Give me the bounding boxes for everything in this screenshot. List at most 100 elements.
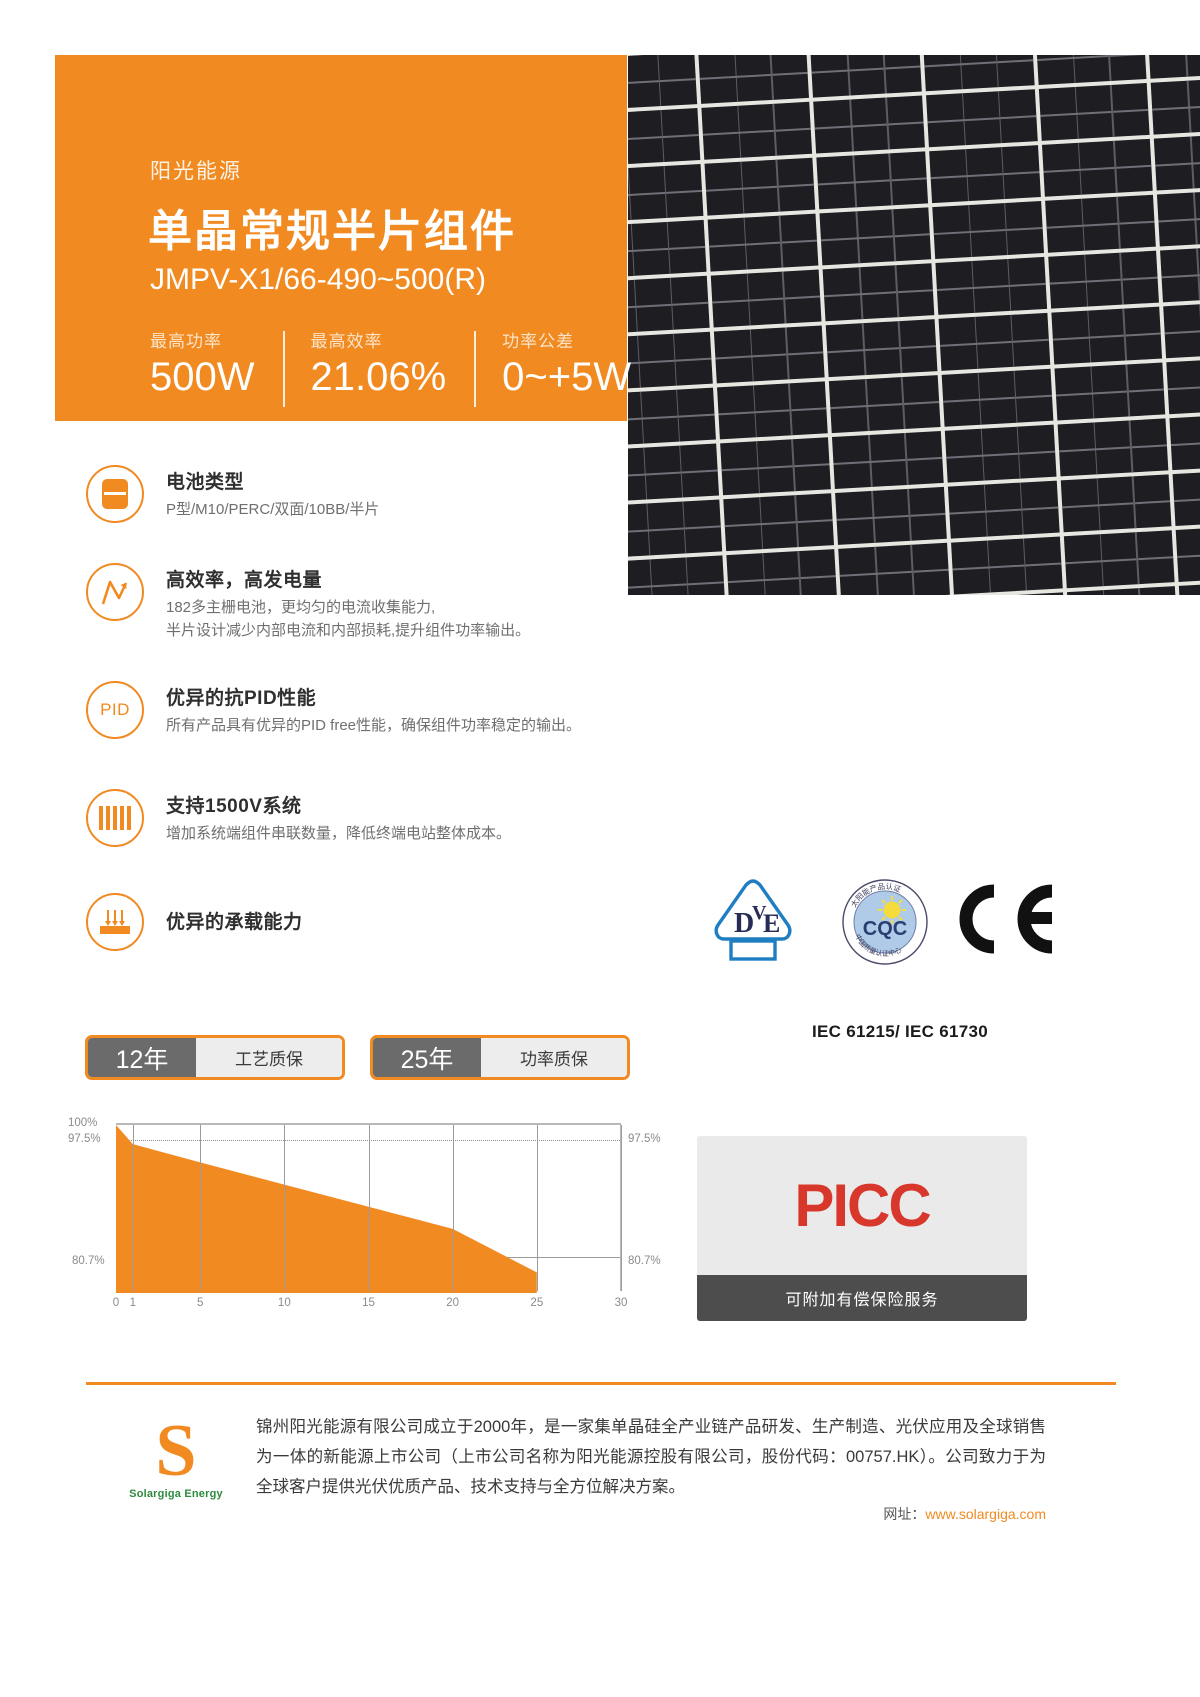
solar-cell <box>697 55 810 104</box>
feature-title: 电池类型 <box>166 472 245 493</box>
feature-list: 电池类型 P型/M10/PERC/双面/10BB/半片 高效率，高发电量 182… <box>86 465 686 977</box>
degradation-area <box>116 1125 537 1293</box>
solar-cell <box>710 269 822 328</box>
company-description: 锦州阳光能源有限公司成立于2000年，是一家集单晶硅全产业链产品研发、生产制造、… <box>256 1418 1046 1497</box>
solar-cell <box>1057 418 1169 477</box>
spec-label: 最高效率 <box>310 332 383 351</box>
chart-plot-area <box>116 1123 622 1293</box>
x-tick-label: 20 <box>446 1297 460 1309</box>
spec-power-tolerance: 功率公差 0~+5W <box>474 327 659 407</box>
solar-cell <box>926 89 1038 148</box>
feature-title: 支持1500V系统 <box>166 796 302 817</box>
chart-gridline <box>132 1125 134 1291</box>
spec-value: 21.06% <box>310 355 447 399</box>
warranty-label: 工艺质保 <box>196 1038 342 1077</box>
solar-cell <box>1063 530 1175 589</box>
solar-cell <box>819 207 932 266</box>
certification-logos: D V E CQC 太阳能产品认证 <box>700 875 1100 970</box>
y-tick-label-right: 80.7% <box>628 1255 661 1267</box>
feature-item: PID 优异的抗PID性能 所有产品具有优异的PID free性能，确保组件功率… <box>86 681 686 783</box>
degradation-fill <box>116 1125 537 1293</box>
website-label: 网址： <box>883 1506 926 1522</box>
efficiency-arrow-icon-svg <box>101 580 128 605</box>
spec-label: 功率公差 <box>502 332 575 351</box>
power-degradation-chart: 100% 97.5% 80.7% 97.5% 80.7% 0 1 5 10 15 20 25… <box>68 1115 678 1330</box>
feature-desc: 所有产品具有优异的PID free性能，确保组件功率稳定的输出。 <box>166 717 582 734</box>
solar-cell <box>1066 586 1179 595</box>
solar-cell <box>722 493 835 552</box>
solar-cell <box>826 319 938 378</box>
solar-cell <box>813 95 925 154</box>
hero-section: 阳光能源 单晶常规半片组件 JMPV-X1/66-490~500(R) 最高功率… <box>0 0 1200 600</box>
solar-panel-photo <box>628 55 1200 595</box>
solar-cell <box>938 312 1050 371</box>
solar-cell <box>822 263 935 322</box>
battery-icon <box>86 465 144 523</box>
solar-cell <box>1041 138 1154 197</box>
x-tick-label: 10 <box>277 1297 291 1309</box>
chart-gridline <box>200 1125 202 1291</box>
x-tick-label: 5 <box>196 1297 204 1309</box>
hero-orange-panel: 阳光能源 单晶常规半片组件 JMPV-X1/66-490~500(R) 最高功率… <box>55 55 631 421</box>
feature-desc: 增加系统端组件串联数量，降低终端电站整体成本。 <box>166 825 512 842</box>
solar-cell <box>701 101 813 160</box>
warranty-years: 12年 <box>88 1038 196 1077</box>
brand-name: 阳光能源 <box>150 160 242 183</box>
y-tick-label: 80.7% <box>72 1255 105 1267</box>
website-line: 网址：www.solargiga.com <box>646 1504 1046 1524</box>
feature-title: 优异的承载能力 <box>166 912 303 933</box>
chart-gridline <box>536 1125 538 1291</box>
solar-cell <box>1157 188 1200 247</box>
gridline-975 <box>116 1140 620 1141</box>
solar-cell <box>1035 55 1147 85</box>
feature-title: 高效率，高发电量 <box>166 570 323 591</box>
y-tick-label: 97.5% <box>68 1133 101 1145</box>
chart-gridline <box>621 1125 622 1291</box>
chart-x-axis: 0 1 5 10 15 20 25 30 <box>113 1297 628 1317</box>
warranty-badge-power: 25年 功率质保 <box>370 1035 630 1080</box>
feature-item: 高效率，高发电量 182多主栅电池，更均匀的电流收集能力, 半片设计减少内部电流… <box>86 563 686 675</box>
x-tick-label: 1 <box>129 1297 137 1309</box>
solar-panel-image <box>628 55 1200 595</box>
solar-cell <box>929 145 1041 204</box>
svg-text:E: E <box>763 909 780 938</box>
solar-cell <box>1163 300 1200 359</box>
feature-desc: 182多主栅电池，更均匀的电流收集能力, 半片设计减少内部电流和内部损耗,提升组… <box>166 599 531 640</box>
chart-gridline <box>368 1125 370 1291</box>
spec-max-efficiency: 最高效率 21.06% <box>282 327 475 407</box>
solar-cell <box>922 55 1035 92</box>
solar-cell <box>713 325 825 384</box>
solar-cell <box>716 381 829 440</box>
chart-gridline <box>452 1125 454 1291</box>
website-link[interactable]: www.solargiga.com <box>925 1506 1046 1522</box>
solar-cell <box>628 275 710 334</box>
svg-text:V: V <box>752 902 767 924</box>
solar-cell <box>1047 250 1160 309</box>
solar-cell <box>829 375 941 434</box>
spec-value: 500W <box>150 355 255 399</box>
feature-desc: P型/M10/PERC/双面/10BB/半片 <box>166 501 380 518</box>
spec-label: 最高功率 <box>150 332 222 351</box>
voltage-bars-icon <box>86 789 144 847</box>
solar-cell <box>704 157 816 216</box>
solar-cell <box>1044 194 1157 253</box>
feature-item: 优异的承载能力 <box>86 893 686 971</box>
pid-icon-label: PID <box>100 700 130 719</box>
spec-max-power: 最高功率 500W <box>150 327 283 398</box>
solar-cell <box>726 549 838 595</box>
solar-cell <box>719 437 832 496</box>
solar-cell <box>935 256 1047 315</box>
solar-cell <box>1160 244 1200 303</box>
iec-standards-label: IEC 61215/ IEC 61730 <box>811 1022 989 1041</box>
product-model: JMPV-X1/66-490~500(R) <box>150 263 487 296</box>
company-logo: S Solargiga Energy <box>116 1414 236 1501</box>
solar-cell <box>1051 306 1163 365</box>
spec-highlights: 最高功率 500W 最高效率 21.06% 功率公差 0~+5W <box>150 327 659 407</box>
solar-cell <box>810 55 922 98</box>
solar-cell <box>1060 474 1172 533</box>
solar-cell <box>1154 132 1200 191</box>
logo-company-name: Solargiga Energy <box>129 1488 223 1501</box>
solar-cell <box>1176 523 1200 582</box>
solar-cell <box>816 151 929 210</box>
solar-cell <box>1151 76 1200 135</box>
